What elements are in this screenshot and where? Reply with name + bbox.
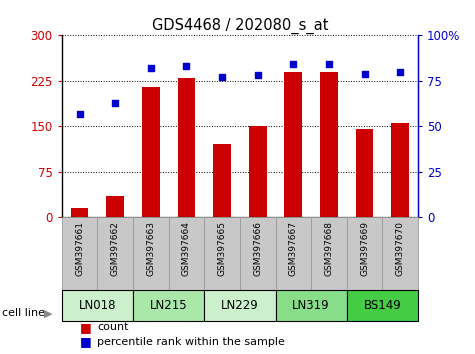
Point — [289, 62, 297, 67]
Bar — [204, 290, 276, 321]
Text: LN229: LN229 — [221, 299, 259, 312]
Bar — [356, 129, 373, 217]
Text: LN215: LN215 — [150, 299, 188, 312]
Text: GSM397669: GSM397669 — [360, 221, 369, 276]
Point — [325, 62, 332, 67]
Bar — [311, 217, 347, 290]
Bar — [178, 78, 195, 217]
Text: GSM397663: GSM397663 — [146, 221, 155, 276]
Text: ▶: ▶ — [44, 308, 52, 318]
Text: BS149: BS149 — [363, 299, 401, 312]
Text: GSM397666: GSM397666 — [253, 221, 262, 276]
Text: GSM397665: GSM397665 — [218, 221, 227, 276]
Point — [147, 65, 155, 71]
Bar — [62, 290, 133, 321]
Text: count: count — [97, 322, 129, 332]
Bar — [347, 290, 418, 321]
Text: GSM397662: GSM397662 — [111, 221, 120, 276]
Title: GDS4468 / 202080_s_at: GDS4468 / 202080_s_at — [152, 18, 328, 34]
Text: ■: ■ — [80, 321, 91, 334]
Bar — [142, 87, 160, 217]
Bar — [285, 72, 302, 217]
Text: ■: ■ — [80, 335, 91, 348]
Text: cell line: cell line — [2, 308, 46, 318]
Bar — [347, 217, 382, 290]
Bar — [213, 144, 231, 217]
Text: GSM397661: GSM397661 — [75, 221, 84, 276]
Bar — [249, 126, 266, 217]
Text: GSM397664: GSM397664 — [182, 221, 191, 276]
Bar — [320, 72, 338, 217]
Point — [254, 73, 261, 78]
Bar — [204, 217, 240, 290]
Point — [361, 71, 369, 76]
Bar — [169, 217, 204, 290]
Text: GSM397668: GSM397668 — [324, 221, 333, 276]
Bar — [133, 217, 169, 290]
Bar — [391, 123, 409, 217]
Bar — [240, 217, 276, 290]
Text: LN319: LN319 — [292, 299, 330, 312]
Bar — [276, 217, 311, 290]
Point — [182, 63, 190, 69]
Text: GSM397667: GSM397667 — [289, 221, 298, 276]
Point — [76, 111, 84, 116]
Bar — [106, 196, 124, 217]
Text: percentile rank within the sample: percentile rank within the sample — [97, 337, 285, 347]
Bar — [71, 208, 88, 217]
Text: GSM397670: GSM397670 — [396, 221, 405, 276]
Point — [396, 69, 404, 75]
Bar — [97, 217, 133, 290]
Text: LN018: LN018 — [79, 299, 116, 312]
Bar — [276, 290, 347, 321]
Bar — [382, 217, 418, 290]
Bar — [62, 217, 97, 290]
Bar — [133, 290, 204, 321]
Point — [111, 100, 119, 105]
Point — [218, 74, 226, 80]
